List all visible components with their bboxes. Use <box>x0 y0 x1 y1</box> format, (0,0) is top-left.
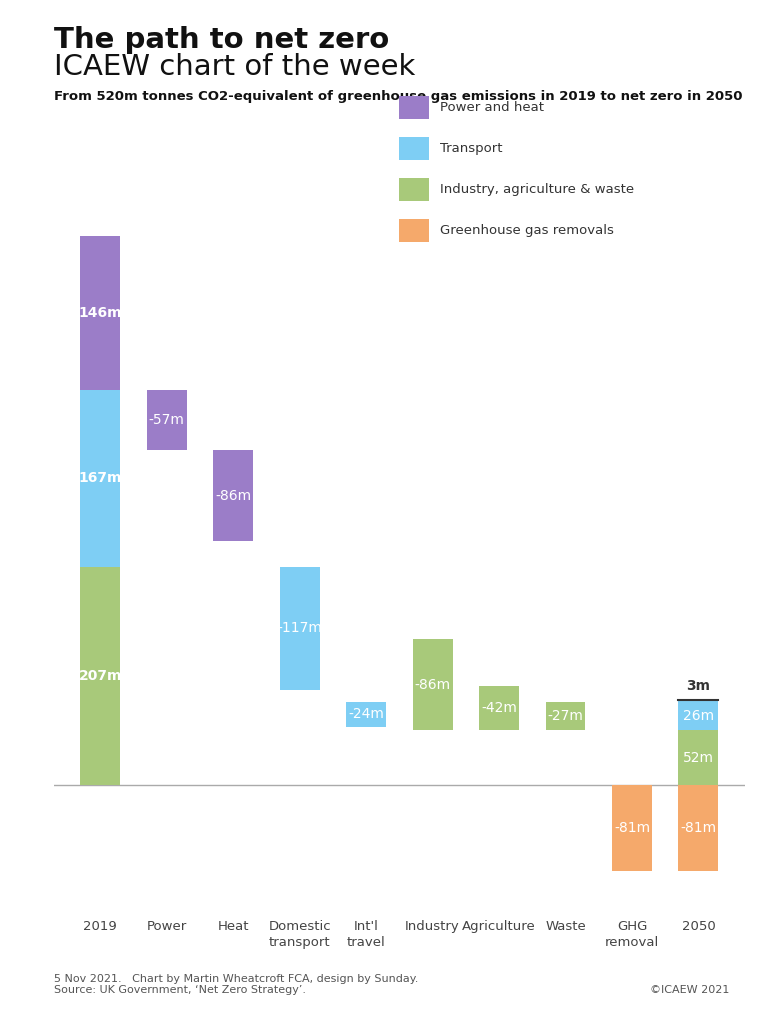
Text: -86m: -86m <box>215 488 251 503</box>
Bar <box>678 699 718 702</box>
Text: -86m: -86m <box>415 678 451 692</box>
Text: Power and heat: Power and heat <box>440 101 544 114</box>
Bar <box>545 701 585 730</box>
Text: ICAEW chart of the week: ICAEW chart of the week <box>54 53 415 81</box>
Bar <box>678 730 718 785</box>
Bar <box>147 390 187 451</box>
Bar <box>81 566 121 785</box>
Bar <box>678 785 718 870</box>
Text: -57m: -57m <box>149 414 184 427</box>
Bar <box>479 686 519 730</box>
Bar <box>412 639 452 730</box>
Bar <box>678 702 718 730</box>
Text: -42m: -42m <box>481 701 517 715</box>
Text: ©ICAEW 2021: ©ICAEW 2021 <box>650 985 730 995</box>
Text: -24m: -24m <box>348 708 384 721</box>
Text: 167m: 167m <box>78 471 122 485</box>
Text: -117m: -117m <box>277 622 322 635</box>
Bar <box>280 566 319 690</box>
Bar <box>81 390 121 566</box>
Text: From 520m tonnes CO2-equivalent of greenhouse gas emissions in 2019 to net zero : From 520m tonnes CO2-equivalent of green… <box>54 90 742 103</box>
Text: Industry, agriculture & waste: Industry, agriculture & waste <box>440 183 634 196</box>
Text: -81m: -81m <box>614 821 650 835</box>
Bar <box>346 701 386 727</box>
Text: -27m: -27m <box>548 709 584 723</box>
Text: 26m: 26m <box>683 710 714 723</box>
Text: -81m: -81m <box>680 821 717 835</box>
Bar <box>214 451 253 542</box>
Text: Greenhouse gas removals: Greenhouse gas removals <box>440 224 614 237</box>
Text: 5 Nov 2021.   Chart by Martin Wheatcroft FCA, design by Sunday.
Source: UK Gover: 5 Nov 2021. Chart by Martin Wheatcroft F… <box>54 974 418 995</box>
Text: The path to net zero: The path to net zero <box>54 26 389 53</box>
Text: 3m: 3m <box>687 679 710 693</box>
Text: 52m: 52m <box>683 751 714 765</box>
Bar <box>81 237 121 390</box>
Bar <box>612 785 652 870</box>
Text: 207m: 207m <box>78 669 122 683</box>
Text: Transport: Transport <box>440 142 502 155</box>
Text: 146m: 146m <box>78 306 122 321</box>
